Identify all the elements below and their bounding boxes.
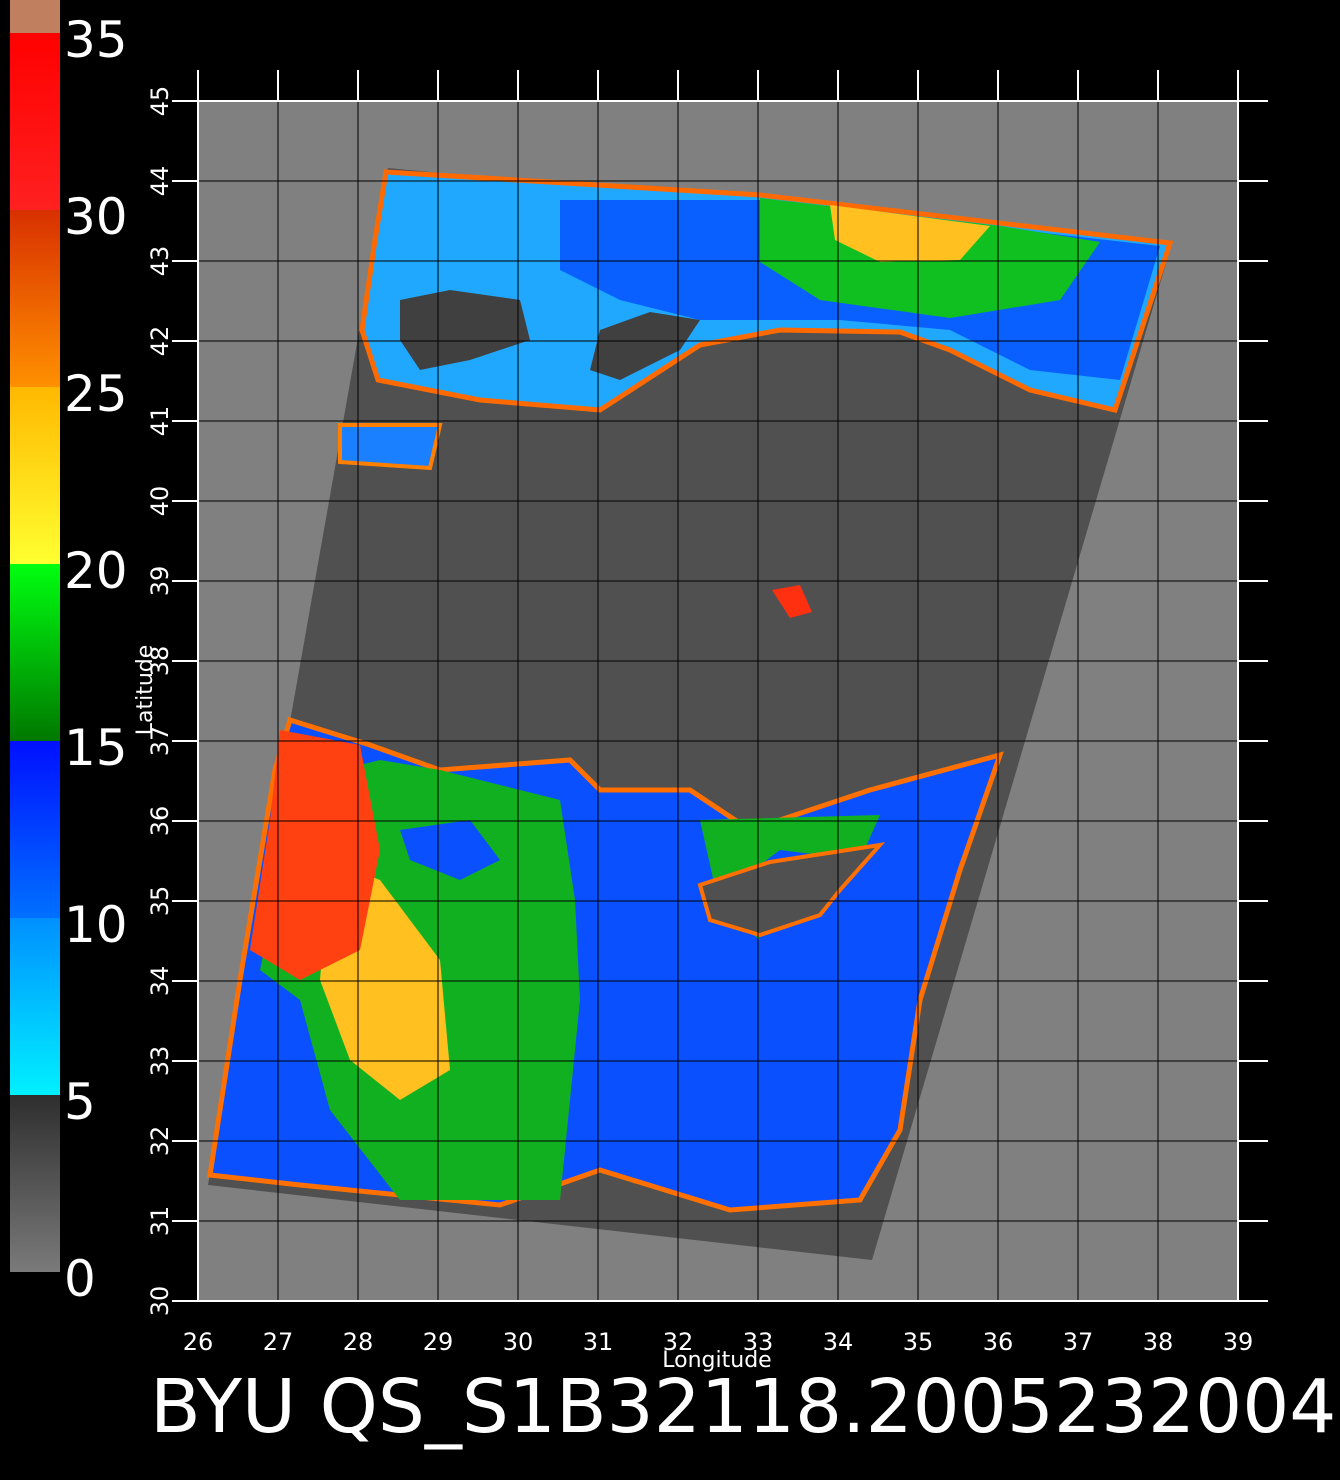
y-tick-label: 36 [146, 806, 174, 837]
x-tick-label: 35 [903, 1328, 934, 1356]
y-axis-title: Latitude [133, 645, 158, 736]
x-tick-label: 31 [583, 1328, 614, 1356]
land-patch [400, 290, 530, 370]
y-tick-label: 32 [146, 1126, 174, 1157]
sea-region [772, 585, 812, 618]
colorbar-label: 5 [64, 1073, 96, 1131]
x-tick-label: 33 [743, 1328, 774, 1356]
y-tick-label: 31 [146, 1206, 174, 1237]
map-layer [207, 168, 1174, 1260]
axes: 26 27 28 29 30 31 32 33 34 35 36 37 38 39 30 31 32 33 34 35… [146, 70, 1268, 1356]
y-tick-label: 44 [146, 166, 174, 197]
y-tick-label: 34 [146, 966, 174, 997]
plot-frame [197, 100, 1239, 1302]
x-tick-label: 28 [343, 1328, 374, 1356]
x-tick-label: 34 [823, 1328, 854, 1356]
colorbar-label: 25 [64, 365, 128, 423]
colorbar-label: 0 [64, 1250, 96, 1308]
colorbar-segment [10, 33, 60, 210]
x-tick-label: 29 [423, 1328, 454, 1356]
sea-region [338, 423, 443, 471]
y-tick-label: 30 [146, 1286, 174, 1317]
colorbar-label: 10 [64, 896, 128, 954]
x-tick-label: 26 [183, 1328, 214, 1356]
x-tick-label: 38 [1143, 1328, 1174, 1356]
y-tick-label: 37 [146, 726, 174, 757]
x-tick-label: 30 [503, 1328, 534, 1356]
y-tick-label: 42 [146, 326, 174, 357]
land-patch [590, 312, 700, 380]
y-tick-label: 40 [146, 486, 174, 517]
x-tick-label: 27 [263, 1328, 294, 1356]
colorbar-segment [10, 918, 60, 1095]
y-tick-label: 45 [146, 86, 174, 117]
colorbar-segment [10, 1095, 60, 1272]
colorbar-label: 15 [64, 719, 128, 777]
colorbar-segment [10, 564, 60, 741]
y-tick-label: 38 [146, 646, 174, 677]
y-tick-label: 43 [146, 246, 174, 277]
image-title: BYU QS_S1B32118.20052320041 [150, 1364, 1340, 1450]
sea-region [250, 730, 380, 980]
x-tick-label: 32 [663, 1328, 694, 1356]
sea-region [830, 205, 990, 262]
y-tick-label: 33 [146, 1046, 174, 1077]
colorbar-label: 35 [64, 11, 128, 69]
x-tick-label: 37 [1063, 1328, 1094, 1356]
y-tick-label: 39 [146, 566, 174, 597]
colorbar-segment [10, 210, 60, 387]
x-tick-label: 36 [983, 1328, 1014, 1356]
x-axis-title: Longitude [662, 1348, 771, 1373]
x-tick-label: 39 [1223, 1328, 1254, 1356]
y-tick-label: 35 [146, 886, 174, 917]
colorbar-segment [10, 741, 60, 918]
land-patch [697, 842, 886, 938]
colorbar-over [10, 0, 60, 33]
y-tick-label: 41 [146, 406, 174, 437]
sea-region [400, 820, 500, 880]
colorbar-label: 20 [64, 542, 128, 600]
colorbar: 0 5 10 15 20 25 30 35 [10, 0, 128, 1308]
colorbar-segment [10, 387, 60, 564]
colorbar-label: 30 [64, 188, 128, 246]
